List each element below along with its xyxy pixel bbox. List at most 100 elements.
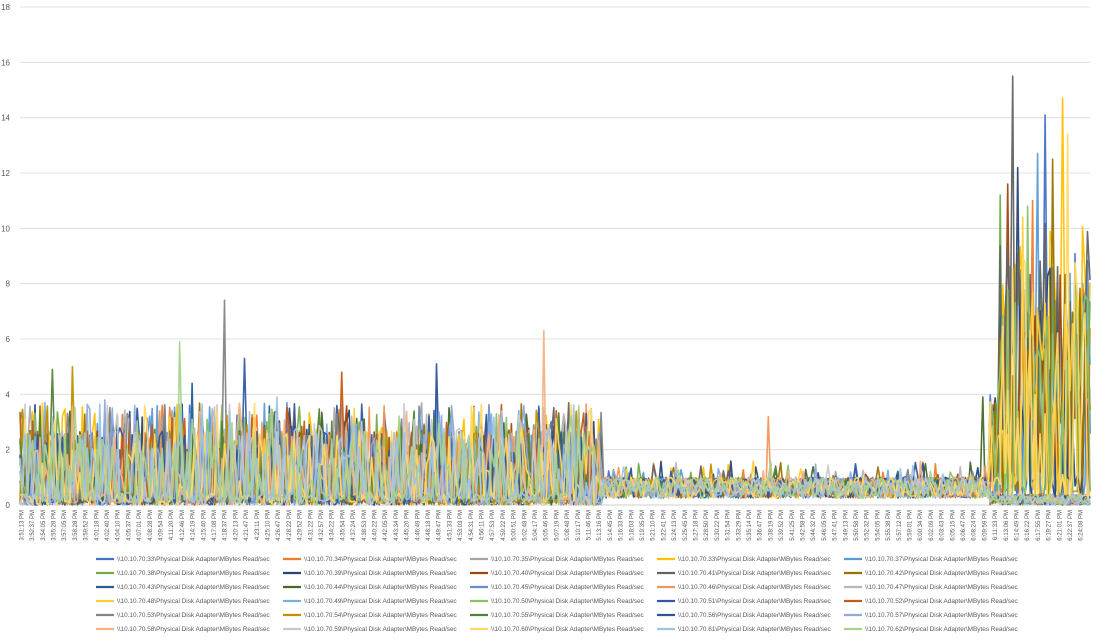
x-tick-label: 6:03:43 PM <box>940 510 946 541</box>
series-lines <box>19 75 1091 506</box>
x-tick-label: 4:40:22 PM <box>372 510 378 541</box>
x-tick-label: 3:51:13 PM <box>19 510 25 541</box>
legend-label: \\10.10.70.43\Physical Disk Adapter\MByt… <box>117 584 271 591</box>
x-tick-label: 3:58:28 PM <box>73 510 79 541</box>
x-tick-label: 6:14:49 PM <box>1014 510 1020 541</box>
y-tick-label: 4 <box>6 390 11 399</box>
legend-label: \\10.10.70.48\Physical Disk Adapter\MByt… <box>117 598 271 605</box>
x-tick-label: 4:01:18 PM <box>94 510 100 541</box>
legend-label: \\10.10.70.47\Physical Disk Adapter\MByt… <box>865 584 1019 591</box>
x-tick-label: 4:26:47 PM <box>276 510 282 541</box>
x-tick-label: 5:16:33 PM <box>619 510 625 541</box>
legend-label: \\10.10.70.54\Physical Disk Adapter\MByt… <box>304 612 458 619</box>
x-tick-label: 4:28:22 PM <box>287 510 293 541</box>
x-tick-label: 3:52:37 PM <box>30 510 36 541</box>
x-tick-label: 6:13:06 PM <box>1004 510 1010 541</box>
legend-label: \\10.10.70.37\Physical Disk Adapter\MByt… <box>865 556 1019 563</box>
x-tick-label: 3:57:05 PM <box>62 510 68 541</box>
x-tick-label: 6:08:24 PM <box>972 510 978 541</box>
x-tick-label: 6:16:22 PM <box>1025 510 1031 541</box>
x-tick-label: 6:00:34 PM <box>918 510 924 541</box>
series-line <box>19 133 1091 506</box>
x-tick-label: 4:20:13 PM <box>233 510 239 541</box>
legend-label: \\10.10.70.39\Physical Disk Adapter\MByt… <box>304 570 458 577</box>
x-tick-label: 4:21:47 PM <box>244 510 250 541</box>
x-tick-label: 4:57:53 PM <box>490 510 496 541</box>
legend-label: \\10.10.70.33\Physical Disk Adapter\MByt… <box>117 556 271 563</box>
x-tick-label: 5:49:13 PM <box>843 510 849 541</box>
x-tick-label: 4:49:47 PM <box>437 510 443 541</box>
x-tick-label: 5:13:16 PM <box>597 510 603 541</box>
x-tick-label: 6:11:33 PM <box>993 510 999 540</box>
x-tick-label: 5:27:18 PM <box>693 510 699 541</box>
x-tick-label: 5:42:58 PM <box>800 510 806 541</box>
legend-label: \\10.10.70.59\Physical Disk Adapter\MByt… <box>304 626 458 633</box>
x-tick-label: 4:31:22 PM <box>308 510 314 541</box>
x-tick-label: 5:47:41 PM <box>833 510 839 541</box>
x-tick-label: 6:05:15 PM <box>950 510 956 541</box>
x-tick-label: 4:18:37 PM <box>223 510 229 541</box>
x-tick-label: 4:54:31 PM <box>469 510 475 541</box>
x-tick-label: 5:39:52 PM <box>779 510 785 541</box>
x-tick-label: 4:35:54 PM <box>340 510 346 541</box>
x-tick-label: 5:14:45 PM <box>608 510 614 541</box>
x-tick-label: 4:37:24 PM <box>351 510 357 541</box>
x-tick-label: 4:34:22 PM <box>330 510 336 541</box>
x-tick-label: 4:43:34 PM <box>394 510 400 541</box>
legend-label: \\10.10.70.52\Physical Disk Adapter\MByt… <box>865 598 1019 605</box>
x-tick-label: 6:02:09 PM <box>929 510 935 541</box>
legend-label: \\10.10.70.56\Physical Disk Adapter\MByt… <box>678 612 832 619</box>
x-tick-label: 6:17:55 PM <box>1036 510 1042 541</box>
legend-label: \\10.10.70.35\Physical Disk Adapter\MByt… <box>491 556 645 563</box>
legend-label: \\10.10.70.58\Physical Disk Adapter\MByt… <box>117 626 271 633</box>
x-tick-label: 5:11:46 PM <box>586 510 592 540</box>
x-tick-label: 4:42:05 PM <box>383 510 389 541</box>
x-tick-label: 4:08:28 PM <box>148 510 154 541</box>
x-tick-label: 5:24:13 PM <box>672 510 678 541</box>
x-tick-label: 4:11:20 PM <box>169 510 175 540</box>
x-tick-label: 5:38:19 PM <box>768 510 774 541</box>
x-tick-label: 5:28:50 PM <box>704 510 710 541</box>
x-tick-label: 6:09:59 PM <box>982 510 988 541</box>
x-tick-label: 5:30:22 PM <box>715 510 721 541</box>
x-tick-label: 5:10:17 PM <box>576 510 582 541</box>
x-tick-label: 4:05:37 PM <box>126 510 132 541</box>
x-tick-label: 5:25:45 PM <box>683 510 689 541</box>
y-tick-label: 16 <box>1 58 10 67</box>
x-tick-label: 5:04:17 PM <box>533 510 539 541</box>
x-tick-label: 5:05:46 PM <box>544 510 550 541</box>
x-tick-label: 5:35:14 PM <box>747 510 753 541</box>
x-tick-label: 6:24:08 PM <box>1079 510 1085 541</box>
x-tick-label: 4:53:03 PM <box>458 510 464 541</box>
x-tick-label: 6:21:01 PM <box>1057 510 1063 541</box>
legend: \\10.10.70.33\Physical Disk Adapter\MByt… <box>96 556 1019 633</box>
x-tick-label: 5:46:05 PM <box>822 510 828 541</box>
y-tick-label: 12 <box>1 169 10 178</box>
legend-label: \\10.10.70.40\Physical Disk Adapter\MByt… <box>491 570 645 577</box>
x-tick-label: 5:31:54 PM <box>726 510 732 541</box>
x-tick-label: 4:38:53 PM <box>362 510 368 541</box>
x-tick-label: 4:04:10 PM <box>116 510 122 541</box>
axes: 0 2 4 6 8 10 12 14 16 18 3:51:13 PM 3:52:37 PM 3:54:… <box>1 3 1085 541</box>
legend-label: \\10.10.70.49\Physical Disk Adapter\MByt… <box>304 598 458 605</box>
x-tick-label: 4:14:19 PM <box>191 510 197 541</box>
legend-label: \\10.10.70.34\Physical Disk Adapter\MByt… <box>304 556 458 563</box>
series-line <box>19 341 1091 506</box>
x-tick-label: 4:29:52 PM <box>298 510 304 541</box>
legend-label: \\10.10.70.41\Physical Disk Adapter\MByt… <box>678 570 832 577</box>
x-tick-label: 5:18:03 PM <box>629 510 635 541</box>
x-tick-label: 5:07:19 PM <box>554 510 560 541</box>
legend-label: \\10.10.70.61\Physical Disk Adapter\MByt… <box>678 626 832 633</box>
x-tick-label: 6:22:37 PM <box>1068 510 1074 541</box>
x-tick-label: 6:06:47 PM <box>961 510 967 541</box>
x-tick-label: 4:32:57 PM <box>319 510 325 541</box>
x-tick-label: 5:33:29 PM <box>736 510 742 541</box>
x-tick-label: 4:25:10 PM <box>265 510 271 541</box>
x-tick-label: 5:41:25 PM <box>790 510 796 541</box>
x-tick-label: 4:09:54 PM <box>158 510 164 541</box>
x-tick-label: 4:12:46 PM <box>180 510 186 541</box>
legend-label: \\10.10.70.33\Physical Disk Adapter\MByt… <box>678 556 832 563</box>
x-tick-label: 4:46:49 PM <box>415 510 421 541</box>
